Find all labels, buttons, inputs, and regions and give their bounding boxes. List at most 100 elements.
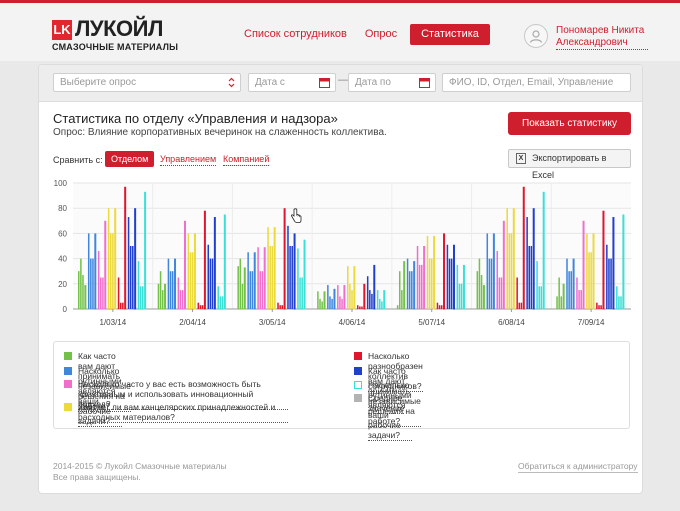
bar bbox=[576, 277, 578, 309]
nav-statistics[interactable]: Статистика bbox=[410, 23, 490, 45]
bar bbox=[339, 296, 341, 309]
bar bbox=[337, 285, 339, 309]
bar bbox=[482, 285, 485, 310]
survey-select[interactable]: Выберите опрос bbox=[53, 73, 241, 92]
bar bbox=[259, 271, 261, 309]
calendar-icon[interactable] bbox=[319, 77, 330, 88]
bar bbox=[406, 258, 409, 309]
bar bbox=[341, 298, 343, 309]
y-tick-label: 0 bbox=[63, 305, 68, 314]
bar bbox=[267, 227, 269, 309]
bar-chart: 0 20 40 60 80 100 1/03/14 2/04/14 3/05/14 4/06/14… bbox=[54, 179, 631, 327]
copyright-text: 2014-2015 © Лукойл Смазочные материалы bbox=[53, 461, 227, 471]
bar bbox=[592, 233, 595, 310]
bar bbox=[317, 291, 319, 309]
search-placeholder: ФИО, ID, Отдел, Email, Управление bbox=[449, 77, 614, 88]
bar bbox=[213, 217, 216, 310]
x-tick-label: 2/04/14 bbox=[179, 318, 206, 327]
legend-label: Как часто вам дают принимать независимые… bbox=[78, 351, 131, 412]
bar bbox=[109, 233, 112, 309]
legend-swatch bbox=[354, 381, 362, 389]
nav-employees[interactable]: Список сотрудников bbox=[244, 27, 347, 40]
bar bbox=[177, 277, 180, 309]
bar bbox=[488, 258, 491, 309]
statistics-card: Выберите опрос Дата с — Дата по ФИО, ID,… bbox=[38, 64, 643, 494]
bar bbox=[257, 247, 259, 309]
x-tick-label: 6/08/14 bbox=[498, 318, 525, 327]
bar bbox=[356, 305, 359, 309]
bar bbox=[408, 271, 411, 309]
bar bbox=[369, 290, 371, 309]
bar bbox=[249, 271, 252, 309]
export-excel-button[interactable]: X Экспортировать в Excel bbox=[508, 149, 631, 180]
bar bbox=[239, 258, 242, 309]
bar bbox=[460, 283, 463, 309]
bar bbox=[273, 227, 276, 310]
bar bbox=[418, 264, 421, 309]
bar bbox=[297, 248, 299, 309]
user-name-link[interactable]: Пономарев Никита Александрович bbox=[556, 25, 648, 50]
bar bbox=[164, 283, 167, 310]
bar bbox=[560, 296, 563, 309]
bar bbox=[277, 302, 279, 309]
bar bbox=[403, 261, 406, 310]
bar bbox=[512, 208, 515, 310]
lukoil-logo-icon: LK bbox=[52, 20, 72, 40]
logo-subtitle: СМАЗОЧНЫЕ МАТЕРИАЛЫ bbox=[52, 42, 179, 52]
bar bbox=[452, 244, 455, 310]
bar bbox=[490, 258, 493, 309]
bar bbox=[530, 246, 533, 309]
bar bbox=[371, 293, 373, 309]
compare-company-link[interactable]: Компанией bbox=[223, 154, 270, 166]
bar bbox=[588, 252, 590, 309]
avatar[interactable] bbox=[524, 24, 548, 48]
x-tick-label: 3/05/14 bbox=[259, 318, 286, 327]
bar bbox=[373, 264, 376, 310]
bar bbox=[281, 305, 284, 309]
bar bbox=[450, 258, 453, 309]
bar bbox=[319, 298, 321, 309]
bar bbox=[570, 271, 572, 309]
bar bbox=[612, 217, 615, 310]
bar bbox=[586, 233, 588, 309]
date-from-input[interactable]: Дата с bbox=[248, 73, 336, 92]
bar bbox=[520, 302, 523, 309]
bar bbox=[476, 271, 479, 309]
bar bbox=[179, 290, 182, 309]
bar bbox=[428, 258, 431, 309]
bar bbox=[572, 258, 575, 310]
show-statistics-button[interactable]: Показать статистику bbox=[508, 112, 631, 135]
bar bbox=[343, 285, 346, 310]
bar bbox=[518, 302, 521, 309]
legend-swatch bbox=[354, 367, 362, 375]
nav-survey[interactable]: Опрос bbox=[364, 27, 398, 40]
bar bbox=[193, 233, 196, 310]
contact-admin-link[interactable]: Обратиться к администратору bbox=[518, 461, 638, 473]
bar bbox=[538, 286, 540, 309]
bar bbox=[161, 290, 164, 309]
compare-management-link[interactable]: Управлением bbox=[160, 154, 217, 166]
bar bbox=[436, 302, 439, 309]
bar bbox=[421, 264, 423, 309]
bar bbox=[187, 233, 190, 309]
bar bbox=[107, 208, 110, 309]
bar bbox=[119, 302, 122, 309]
bar bbox=[144, 191, 147, 310]
bar bbox=[359, 306, 361, 309]
calendar-icon[interactable] bbox=[419, 77, 430, 88]
bar bbox=[327, 285, 329, 309]
bar bbox=[498, 277, 501, 309]
bar bbox=[251, 271, 254, 309]
bar bbox=[321, 301, 323, 309]
compare-department-button[interactable]: Отделом bbox=[105, 151, 155, 167]
bar bbox=[500, 277, 503, 309]
bar bbox=[448, 258, 451, 309]
date-to-input[interactable]: Дата по bbox=[348, 73, 436, 92]
bar bbox=[189, 252, 192, 309]
search-input[interactable]: ФИО, ID, Отдел, Email, Управление bbox=[442, 73, 631, 92]
x-tick-label: 1/03/14 bbox=[100, 318, 127, 327]
bar bbox=[199, 305, 202, 309]
bar bbox=[620, 296, 622, 309]
bar bbox=[508, 233, 511, 309]
bar bbox=[329, 296, 331, 309]
